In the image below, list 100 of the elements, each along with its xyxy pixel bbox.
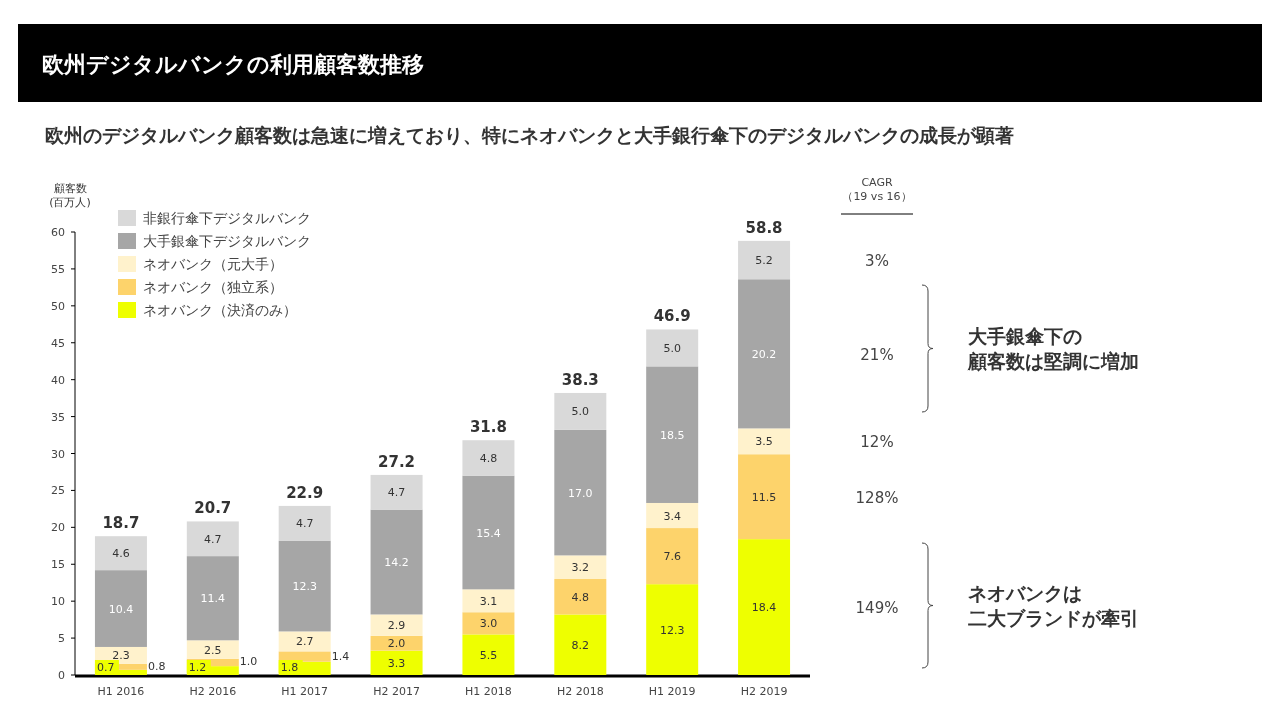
total-label: 46.9 — [653, 307, 691, 326]
bar — [554, 429, 607, 556]
data-label: 4.6 — [112, 547, 130, 561]
bar — [370, 474, 423, 510]
text: 二大ブランドが牽引 — [968, 606, 1139, 629]
data-label: 3.4 — [663, 509, 681, 523]
bar — [94, 570, 147, 647]
bar — [462, 612, 515, 635]
text: 12% — [860, 433, 894, 452]
data-label: 2.5 — [204, 643, 222, 657]
y-tick-label: 50 — [51, 299, 65, 313]
total-label: 18.7 — [102, 514, 140, 533]
bar — [646, 502, 699, 529]
y-tick-label: 25 — [51, 484, 65, 498]
y-tick-label: 55 — [51, 262, 65, 276]
data-label: 15.4 — [476, 526, 501, 540]
data-label: 18.5 — [659, 428, 685, 442]
y-tick-label: 15 — [51, 558, 65, 572]
data-label: 1.0 — [239, 655, 258, 669]
text: 21% — [860, 345, 894, 364]
text: CAGR （19 vs 16） — [842, 176, 912, 203]
bar — [186, 521, 239, 557]
data-label: 11.4 — [200, 592, 226, 606]
bar — [94, 536, 147, 571]
y-tick-label: 45 — [51, 336, 65, 350]
chart-subtitle: 欧州のデジタルバンク顧客数は急速に増えており、特にネオバンクと大手銀行傘下のデジタルバンクの成長が顕著 — [45, 124, 1014, 146]
total-label: 22.9 — [286, 483, 324, 502]
data-label: 3.1 — [479, 594, 498, 608]
bar — [554, 614, 607, 675]
total-label: 20.7 — [194, 499, 232, 518]
bar — [278, 540, 331, 632]
text: 顧客数は堅調に増加 — [967, 349, 1139, 372]
bar — [646, 366, 699, 503]
bar — [646, 584, 699, 675]
bar — [370, 635, 423, 651]
bar — [738, 428, 791, 455]
data-label: 4.8 — [479, 451, 498, 465]
bar — [370, 614, 423, 636]
bar — [186, 556, 239, 641]
text: 128% — [855, 488, 899, 507]
data-label: 5.5 — [479, 648, 498, 662]
data-label: 5.2 — [755, 254, 773, 268]
legend-label: 大手銀傘下デジタルバンク — [143, 233, 311, 249]
data-label: 4.7 — [204, 532, 222, 546]
data-label: 7.6 — [663, 550, 681, 564]
data-label: 18.4 — [751, 601, 777, 615]
data-label: 4.8 — [571, 590, 590, 604]
bar — [462, 440, 515, 476]
bar — [278, 505, 331, 541]
x-tick-label: H1 2018 — [465, 685, 512, 698]
bar — [554, 392, 607, 430]
data-label: 4.7 — [295, 517, 314, 531]
data-label: 12.3 — [659, 623, 685, 637]
data-label: 2.3 — [112, 649, 130, 663]
data-label: 3.2 — [571, 561, 590, 575]
y-tick-label: 40 — [51, 373, 65, 387]
data-label: 10.4 — [108, 602, 134, 616]
data-label: 12.3 — [292, 580, 317, 594]
y-tick-label: 60 — [51, 226, 65, 239]
y-axis-title: 顧客数 (百万人) — [49, 182, 91, 209]
bar — [462, 589, 515, 613]
bar — [278, 631, 331, 652]
bar — [646, 329, 699, 367]
data-label: 2.7 — [295, 635, 314, 649]
bar — [370, 650, 423, 675]
bar — [738, 539, 791, 675]
data-label: 0.7 — [96, 661, 115, 674]
y-tick-label: 35 — [51, 410, 65, 424]
bar — [738, 454, 791, 540]
text: 149% — [855, 599, 899, 618]
x-tick-label: H2 2018 — [556, 685, 604, 698]
y-tick-label: 5 — [58, 632, 65, 646]
data-label: 3.0 — [479, 617, 498, 631]
data-label: 5.0 — [571, 405, 590, 419]
data-label: 17.0 — [568, 486, 593, 500]
y-tick-label: 0 — [58, 669, 65, 682]
x-tick-label: H2 2017 — [373, 685, 420, 698]
y-tick-label: 10 — [51, 595, 65, 609]
data-label: 0.8 — [147, 659, 166, 673]
x-tick-label: H1 2019 — [648, 685, 696, 698]
bar — [646, 528, 699, 585]
legend-label: 非銀行傘下デジタルバンク — [143, 210, 311, 226]
x-tick-label: H2 2019 — [740, 685, 788, 698]
text: ネオバンクは — [968, 581, 1082, 604]
data-label: 20.2 — [751, 347, 777, 361]
total-label: 27.2 — [378, 452, 416, 471]
bar — [554, 555, 607, 580]
bar — [738, 240, 791, 280]
x-tick-label: H1 2017 — [281, 685, 329, 698]
data-label: 3.3 — [387, 656, 406, 670]
chart-title: 欧州デジタルバンクの利用顧客数推移 — [42, 52, 424, 77]
data-label: 3.5 — [755, 435, 773, 449]
bar — [738, 279, 791, 429]
data-label: 5.0 — [663, 341, 681, 355]
data-label: 1.2 — [188, 661, 207, 674]
y-tick-label: 20 — [51, 521, 65, 535]
y-tick-label: 30 — [51, 447, 65, 461]
bar — [462, 475, 515, 590]
legend-label: ネオバンク（独立系） — [143, 279, 283, 295]
total-label: 38.3 — [561, 370, 599, 389]
